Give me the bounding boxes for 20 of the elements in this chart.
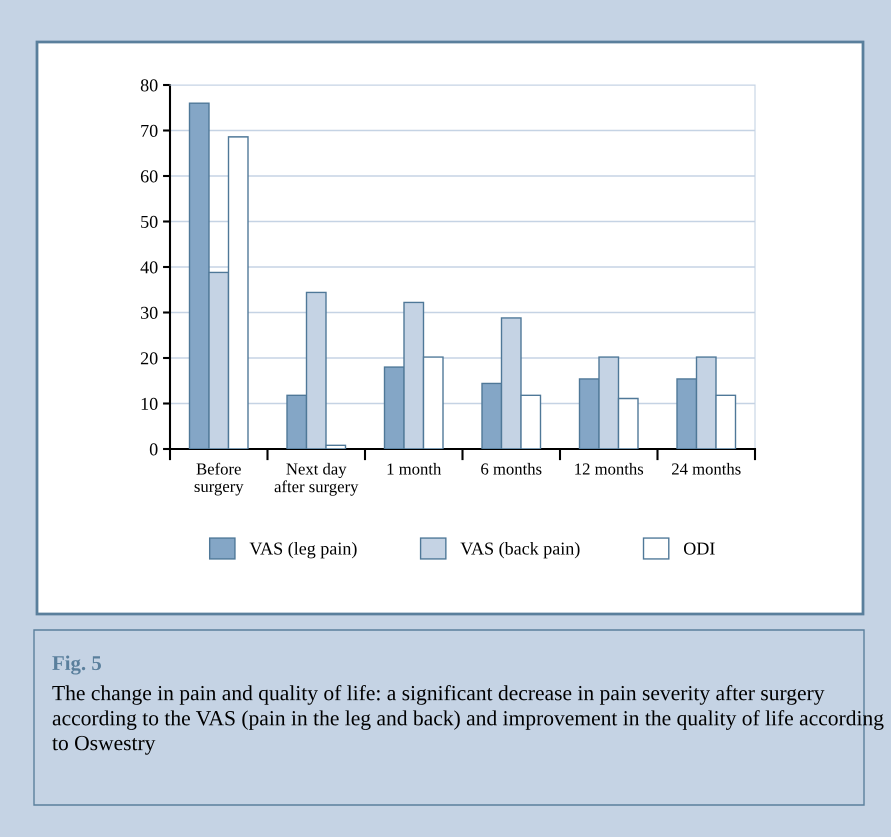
y-tick-label: 0 <box>150 443 158 456</box>
legend-label: VAS (back pain) <box>460 542 580 558</box>
text: Fig. 5 <box>52 655 101 675</box>
y-tick-label: 80 <box>140 79 158 92</box>
x-tick-label: Before surgery <box>194 462 244 496</box>
x-tick-label: Next day after surgery <box>274 462 358 496</box>
y-tick-label: 70 <box>141 124 158 137</box>
y-tick-label: 50 <box>141 216 158 228</box>
x-tick-label: 1 month <box>388 462 442 475</box>
y-tick-label: 30 <box>141 306 158 319</box>
x-tick-label: 12 months <box>575 462 644 475</box>
x-tick-label: 24 months <box>672 462 741 475</box>
y-tick-label: 40 <box>140 261 158 274</box>
y-tick-label: 20 <box>140 352 158 364</box>
y-tick-label: 60 <box>140 170 158 182</box>
legend-label: ODI <box>684 542 715 555</box>
text: The change in pain and quality of life: a significant decrease in pain severity after surgery according to the VAS (pain in the leg and back) and improvement in the quality of life according to Oswestry <box>52 685 884 755</box>
legend-label: VAS (leg pain) <box>250 542 357 558</box>
x-tick-label: 6 months <box>481 462 542 475</box>
y-tick-label: 10 <box>142 398 158 410</box>
